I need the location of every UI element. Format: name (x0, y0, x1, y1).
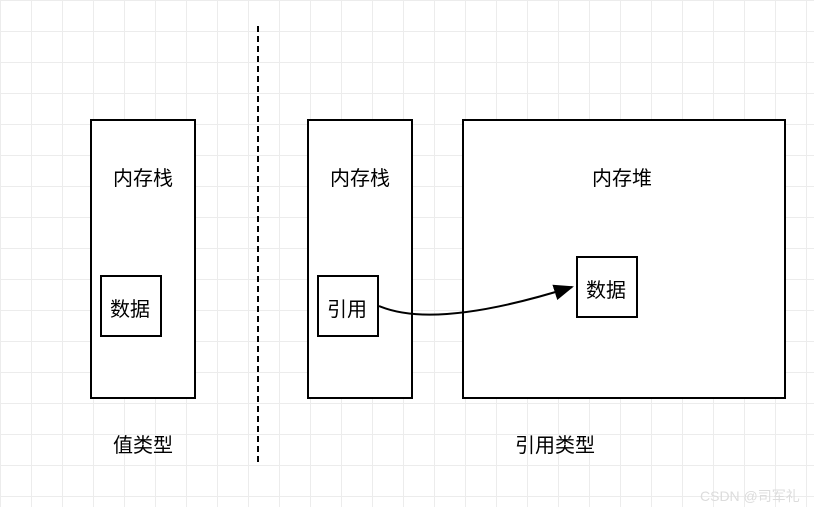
right-caption: 引用类型 (515, 429, 595, 458)
watermark-text: CSDN @司军礼 (700, 486, 800, 506)
reference-arrow (0, 0, 814, 507)
